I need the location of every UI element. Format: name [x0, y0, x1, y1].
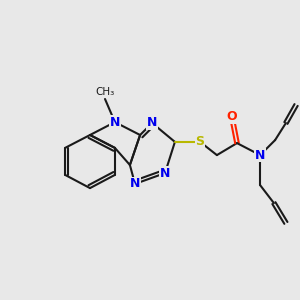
- Text: N: N: [110, 116, 120, 129]
- Text: N: N: [255, 148, 265, 162]
- Text: N: N: [130, 177, 140, 190]
- Text: N: N: [160, 167, 170, 180]
- Text: N: N: [147, 116, 157, 130]
- Text: CH₃: CH₃: [95, 87, 115, 97]
- Text: S: S: [196, 135, 205, 148]
- Text: O: O: [226, 110, 237, 124]
